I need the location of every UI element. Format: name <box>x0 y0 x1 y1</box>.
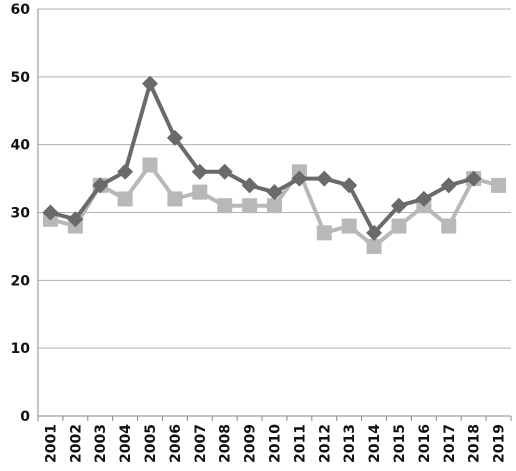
y-tick-label: 10 <box>11 341 31 357</box>
x-tick-label: 2001 <box>43 424 59 463</box>
x-tick-label: 2003 <box>93 424 109 463</box>
data-point-diamond <box>316 170 333 187</box>
data-point-square <box>316 225 332 241</box>
x-tick-label: 2010 <box>268 424 284 463</box>
x-tick-label: 2014 <box>367 424 383 463</box>
data-point-diamond <box>266 184 283 201</box>
x-tick-label: 2006 <box>168 424 184 463</box>
x-tick-label: 2016 <box>417 424 433 463</box>
data-point-diamond <box>142 75 159 92</box>
data-point-diamond <box>42 204 59 221</box>
x-tick-label: 2009 <box>243 424 259 463</box>
data-point-square <box>391 218 407 234</box>
data-point-square <box>117 191 133 207</box>
data-point-square <box>142 157 158 173</box>
data-point-diamond <box>465 170 482 187</box>
x-tick-label: 2012 <box>317 424 333 463</box>
data-point-diamond <box>191 163 208 180</box>
y-tick-label: 0 <box>20 409 30 425</box>
data-point-diamond <box>415 190 432 207</box>
x-tick-label: 2002 <box>68 424 84 463</box>
y-tick-label: 50 <box>11 70 31 86</box>
data-point-diamond <box>67 211 84 228</box>
y-tick-labels: 0 10 20 30 40 50 60 <box>11 2 31 425</box>
axes <box>37 9 512 421</box>
data-point-diamond <box>440 177 457 194</box>
data-point-diamond <box>117 163 134 180</box>
data-point-square <box>491 177 507 193</box>
series <box>42 75 507 254</box>
data-point-square <box>217 198 233 214</box>
data-point-square <box>242 198 258 214</box>
data-point-diamond <box>390 197 407 214</box>
series-2 <box>42 157 507 254</box>
x-tick-label: 2019 <box>492 424 508 463</box>
x-tick-label: 2004 <box>118 424 134 463</box>
y-tick-label: 20 <box>11 273 31 289</box>
x-tick-label: 2013 <box>342 424 358 463</box>
data-point-diamond <box>166 129 183 146</box>
x-tick-label: 2018 <box>467 424 483 463</box>
data-point-square <box>192 184 208 200</box>
y-tick-label: 40 <box>11 138 31 154</box>
data-point-square <box>267 198 282 214</box>
x-tick-label: 2017 <box>442 424 458 463</box>
data-point-square <box>341 218 357 234</box>
data-point-diamond <box>366 224 383 241</box>
x-tick-label: 2011 <box>292 424 308 463</box>
data-point-diamond <box>241 177 258 194</box>
x-tick-labels: 2001 2002 2003 2004 2005 2006 2007 2008 2009 2010… <box>43 424 507 463</box>
x-tick-label: 2015 <box>392 424 408 463</box>
data-point-diamond <box>92 177 109 194</box>
y-tick-label: 30 <box>11 206 31 222</box>
x-tick-label: 2008 <box>218 424 234 463</box>
data-point-square <box>167 191 183 207</box>
y-tick-label: 60 <box>11 2 31 18</box>
x-tick-label: 2005 <box>143 424 159 463</box>
data-point-diamond <box>341 177 358 194</box>
data-point-square <box>441 218 457 234</box>
data-point-square <box>366 238 382 254</box>
x-tick-label: 2007 <box>193 424 209 463</box>
series-1-line <box>49 81 475 235</box>
data-point-diamond <box>291 170 308 187</box>
data-point-diamond <box>216 163 233 180</box>
series-1 <box>42 75 482 241</box>
